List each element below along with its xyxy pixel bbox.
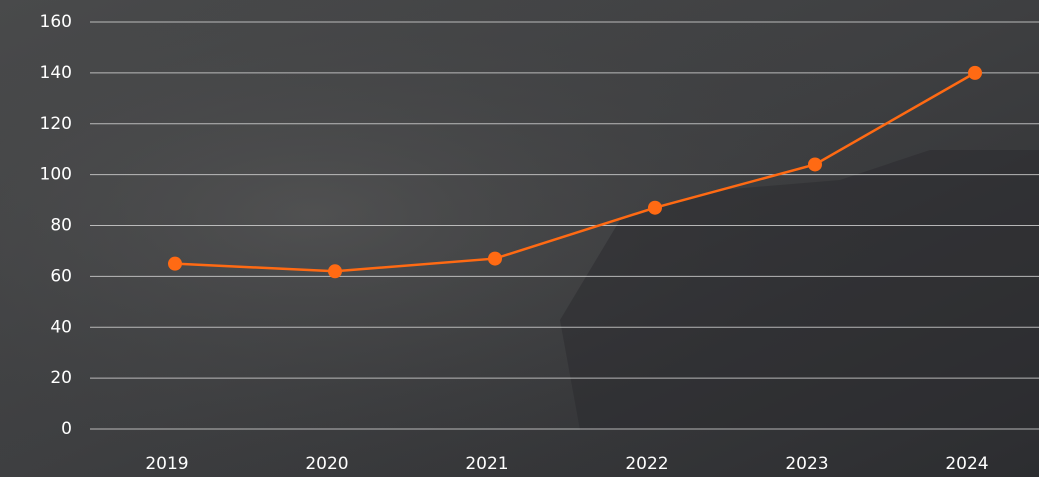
chart: 0 20 40 60 80 100 120 140 160 2019 2020 2021 2022 202…: [0, 0, 1039, 477]
y-tick-label: 160: [40, 12, 72, 32]
point: [168, 257, 182, 271]
y-tick-label: 40: [50, 317, 72, 337]
y-tick-label: 100: [40, 165, 72, 185]
point: [328, 264, 342, 278]
point: [968, 66, 982, 80]
y-tick-label: 140: [40, 63, 72, 83]
point: [808, 157, 822, 171]
y-tick-label: 120: [40, 114, 72, 134]
x-tick-label: 2022: [625, 454, 668, 474]
x-tick-label: 2020: [305, 454, 348, 474]
x-tick-label: 2021: [465, 454, 508, 474]
y-tick-label: 80: [50, 216, 72, 236]
y-tick-label: 20: [50, 368, 72, 388]
x-tick-label: 2024: [945, 454, 988, 474]
x-tick-label: 2019: [145, 454, 188, 474]
y-tick-label: 60: [50, 266, 72, 286]
y-tick-label: 0: [61, 419, 72, 439]
point: [488, 252, 502, 266]
x-tick-label: 2023: [785, 454, 828, 474]
point: [648, 201, 662, 215]
